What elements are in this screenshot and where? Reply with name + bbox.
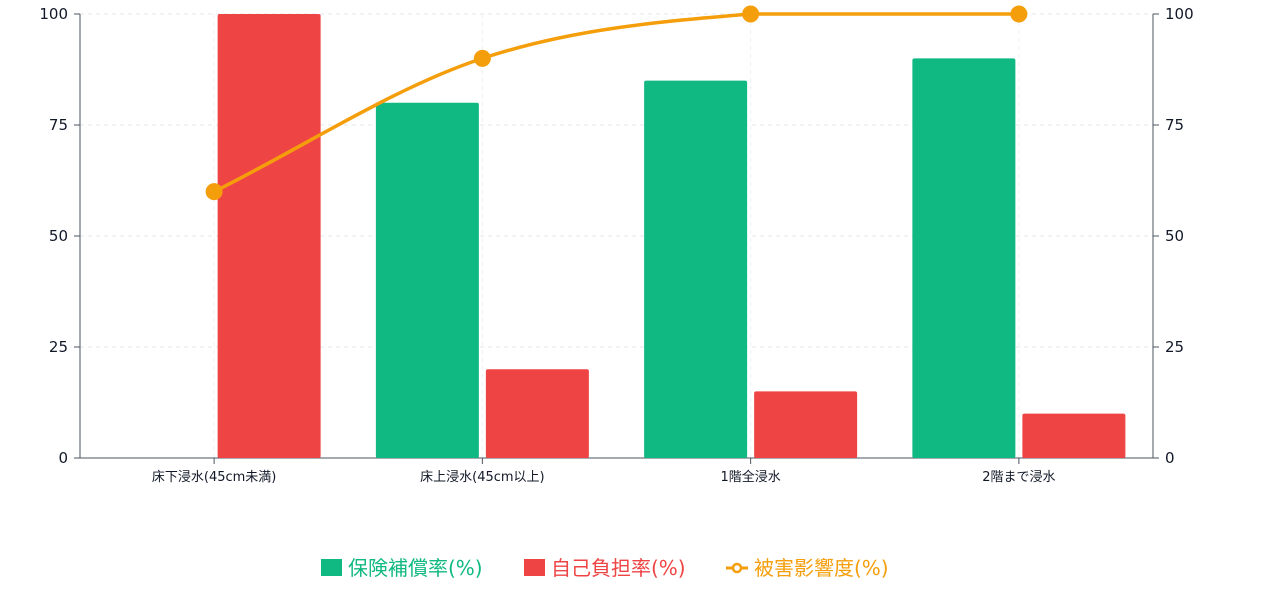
x-tick-label: 床上浸水(45cm以上) xyxy=(420,470,545,485)
bar-self-pay xyxy=(1022,413,1126,458)
bar-coverage xyxy=(644,80,748,458)
y-tick-label-right: 0 xyxy=(1165,449,1175,467)
legend-swatch xyxy=(321,559,342,576)
line-series xyxy=(205,5,1028,201)
impact-point xyxy=(742,5,760,23)
legend-point-swatch xyxy=(731,562,743,574)
impact-point xyxy=(473,49,491,67)
y-tick-label-right: 50 xyxy=(1165,227,1184,245)
legend-item: 自己負担率(%) xyxy=(524,556,686,580)
legend-label: 保険補償率(%) xyxy=(348,556,483,580)
legend-item: 被害影響度(%) xyxy=(726,556,889,580)
legend-label: 自己負担率(%) xyxy=(551,556,686,580)
axis-labels: 0 25 50 75 100 0 25 50 75 100 床下浸水(45cm未満) 床上浸水(45c… xyxy=(39,5,1193,485)
impact-line xyxy=(213,12,1019,194)
x-tick-label: 床下浸水(45cm未満) xyxy=(152,470,277,485)
legend-swatch xyxy=(524,559,545,576)
y-tick-label-right: 75 xyxy=(1165,116,1184,134)
legend: 保険補償率(%) 自己負担率(%) 被害影響度(%) xyxy=(321,556,889,580)
legend-item: 保険補償率(%) xyxy=(321,556,483,580)
legend-label: 被害影響度(%) xyxy=(754,556,889,580)
y-tick-label-left: 75 xyxy=(49,116,68,134)
bar-coverage xyxy=(375,102,479,459)
x-tick-label: 1階全浸水 xyxy=(720,469,780,485)
bar-self-pay xyxy=(217,14,321,458)
y-tick-label-right: 100 xyxy=(1165,5,1194,23)
y-tick-label-left: 0 xyxy=(58,449,68,467)
y-tick-label-left: 50 xyxy=(49,227,68,245)
y-tick-label-right: 25 xyxy=(1165,338,1184,356)
impact-point xyxy=(205,183,223,201)
bar-self-pay xyxy=(754,391,858,458)
impact-point xyxy=(1010,5,1028,23)
bar-self-pay xyxy=(485,369,589,458)
y-tick-label-left: 100 xyxy=(39,5,68,23)
y-tick-label-left: 25 xyxy=(49,338,68,356)
x-tick-label: 2階まで浸水 xyxy=(982,470,1055,485)
bars xyxy=(217,14,1126,459)
bar-coverage xyxy=(912,58,1016,459)
